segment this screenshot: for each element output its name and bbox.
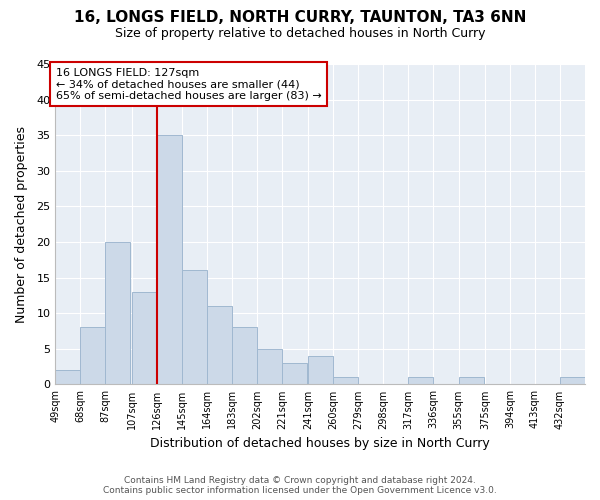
Bar [106, 242, 130, 384]
Bar [308, 356, 334, 384]
Bar [560, 378, 585, 384]
Text: Size of property relative to detached houses in North Curry: Size of property relative to detached ho… [115, 28, 485, 40]
Bar [257, 349, 282, 384]
Bar [55, 370, 80, 384]
Bar [334, 378, 358, 384]
Bar [207, 306, 232, 384]
Bar [182, 270, 207, 384]
X-axis label: Distribution of detached houses by size in North Curry: Distribution of detached houses by size … [150, 437, 490, 450]
Bar [409, 378, 433, 384]
Bar [132, 292, 157, 384]
Text: Contains HM Land Registry data © Crown copyright and database right 2024.
Contai: Contains HM Land Registry data © Crown c… [103, 476, 497, 495]
Bar [458, 378, 484, 384]
Bar [80, 328, 106, 384]
Bar [282, 363, 307, 384]
Bar [232, 328, 257, 384]
Bar [157, 135, 182, 384]
Text: 16, LONGS FIELD, NORTH CURRY, TAUNTON, TA3 6NN: 16, LONGS FIELD, NORTH CURRY, TAUNTON, T… [74, 10, 526, 25]
Y-axis label: Number of detached properties: Number of detached properties [15, 126, 28, 322]
Text: 16 LONGS FIELD: 127sqm
← 34% of detached houses are smaller (44)
65% of semi-det: 16 LONGS FIELD: 127sqm ← 34% of detached… [56, 68, 322, 101]
